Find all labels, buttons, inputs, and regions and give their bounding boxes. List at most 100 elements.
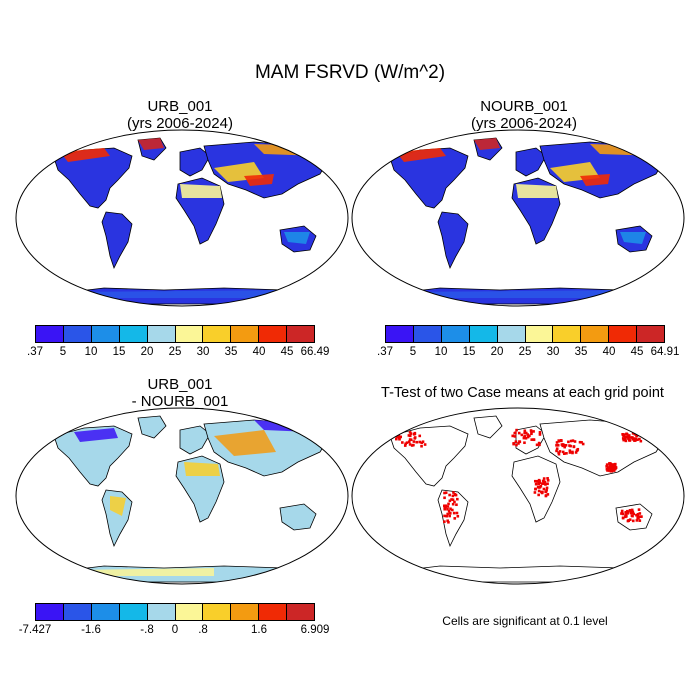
colorbar-tick-label: .8	[198, 624, 208, 636]
significant-cell	[638, 519, 642, 522]
colorbar-swatch	[147, 604, 176, 620]
colorbar-swatch	[91, 326, 120, 342]
significant-cell	[453, 500, 456, 504]
significant-cell	[408, 438, 412, 441]
significant-cell	[511, 434, 515, 438]
colorbar-swatch	[287, 326, 315, 342]
significant-cell	[530, 432, 533, 436]
significant-cell	[633, 438, 636, 442]
significant-cell	[526, 433, 530, 436]
significant-cell	[545, 488, 548, 492]
significant-cell	[609, 463, 612, 467]
significant-cell	[639, 432, 643, 436]
colorbar-tick-label: .37	[27, 346, 43, 358]
significant-cell	[523, 435, 527, 438]
significant-cell	[447, 520, 450, 524]
significant-cell	[542, 477, 546, 480]
value-region	[400, 290, 640, 298]
significant-cell	[448, 499, 452, 503]
significant-cell	[423, 443, 427, 446]
significant-cell	[443, 507, 447, 511]
significant-cell	[557, 452, 561, 456]
significant-cell	[568, 451, 572, 454]
colorbar-tick-label: 45	[280, 346, 294, 358]
colorbar-swatch	[259, 326, 288, 342]
significant-cell	[401, 441, 404, 444]
significant-cell	[446, 512, 449, 516]
significant-cell	[451, 498, 455, 502]
significant-cell	[403, 444, 407, 447]
significant-cell	[631, 436, 634, 439]
significant-cell	[629, 509, 632, 513]
colorbar-swatch	[413, 326, 442, 342]
continent-europe	[179, 425, 211, 455]
map-border	[351, 129, 685, 307]
significant-cell	[456, 514, 460, 518]
colorbar-swatch	[441, 326, 470, 342]
significant-cell	[555, 444, 558, 447]
significant-cell	[421, 440, 425, 444]
diff-region	[184, 462, 220, 476]
colorbar-tick-label: -7.427	[18, 624, 52, 636]
colorbar-tick-label: 45	[630, 346, 644, 358]
significant-cell	[453, 517, 457, 520]
significant-cell	[608, 469, 611, 472]
significant-cell	[555, 449, 558, 453]
significant-cell	[452, 511, 456, 515]
significant-cell	[639, 439, 643, 443]
diff-region	[214, 430, 276, 456]
colorbar-swatch	[231, 604, 260, 620]
significant-cell	[627, 435, 630, 438]
significant-cell	[544, 483, 547, 486]
significant-cell	[609, 466, 613, 470]
significant-cell	[443, 520, 446, 523]
colorbar-tick-label: 64.91	[650, 346, 680, 358]
continent-australia	[279, 503, 317, 531]
significant-cell	[412, 440, 416, 443]
significant-cell	[451, 508, 454, 512]
significant-cell	[561, 450, 565, 454]
significant-cell	[448, 493, 451, 497]
panel-diff-title-line1: URB_001	[147, 376, 213, 393]
significant-cell	[546, 493, 550, 496]
significant-cell	[630, 514, 634, 517]
significant-cell	[563, 444, 566, 447]
significant-cell	[631, 432, 635, 435]
significant-cell	[560, 443, 564, 446]
significant-cell	[546, 479, 550, 482]
significant-cell	[537, 478, 541, 482]
panel-diff-title: URB_001 - NOURB_001	[20, 376, 340, 410]
colorbar-urb	[35, 325, 315, 343]
significant-cell	[523, 429, 527, 433]
significant-cell	[567, 440, 570, 444]
continent-northAmerica	[53, 147, 133, 209]
panel-nourb-title: NOURB_001 (yrs 2006-2024)	[364, 98, 684, 132]
significant-cell	[572, 445, 576, 449]
significant-cell	[446, 519, 449, 523]
colorbar-nourb	[385, 325, 665, 343]
significant-cell	[624, 514, 627, 517]
significant-cell	[635, 434, 638, 438]
significant-cell	[408, 434, 412, 438]
significance-note: Cells are significant at 0.1 level	[442, 614, 608, 628]
figure-title: MAM FSRVD (W/m^2)	[254, 62, 446, 83]
significant-cell	[568, 449, 572, 452]
significant-cell	[532, 438, 536, 441]
significant-cell	[533, 491, 537, 494]
significant-cell	[605, 467, 609, 471]
significant-cell	[405, 441, 409, 444]
significant-cell	[627, 437, 630, 440]
significant-cell	[636, 515, 640, 518]
significant-cell	[455, 511, 459, 515]
significant-cell	[524, 431, 527, 435]
significant-cell	[541, 479, 545, 483]
significant-cell	[613, 466, 617, 470]
colorbar-tick-label: 30	[546, 346, 560, 358]
colorbar-tick-label: 20	[490, 346, 504, 358]
significant-cell	[533, 479, 537, 483]
significant-cell	[404, 442, 407, 446]
significant-cell	[638, 437, 641, 441]
significant-cell	[639, 432, 643, 435]
significant-cell	[609, 469, 613, 473]
significant-cell	[631, 438, 635, 441]
